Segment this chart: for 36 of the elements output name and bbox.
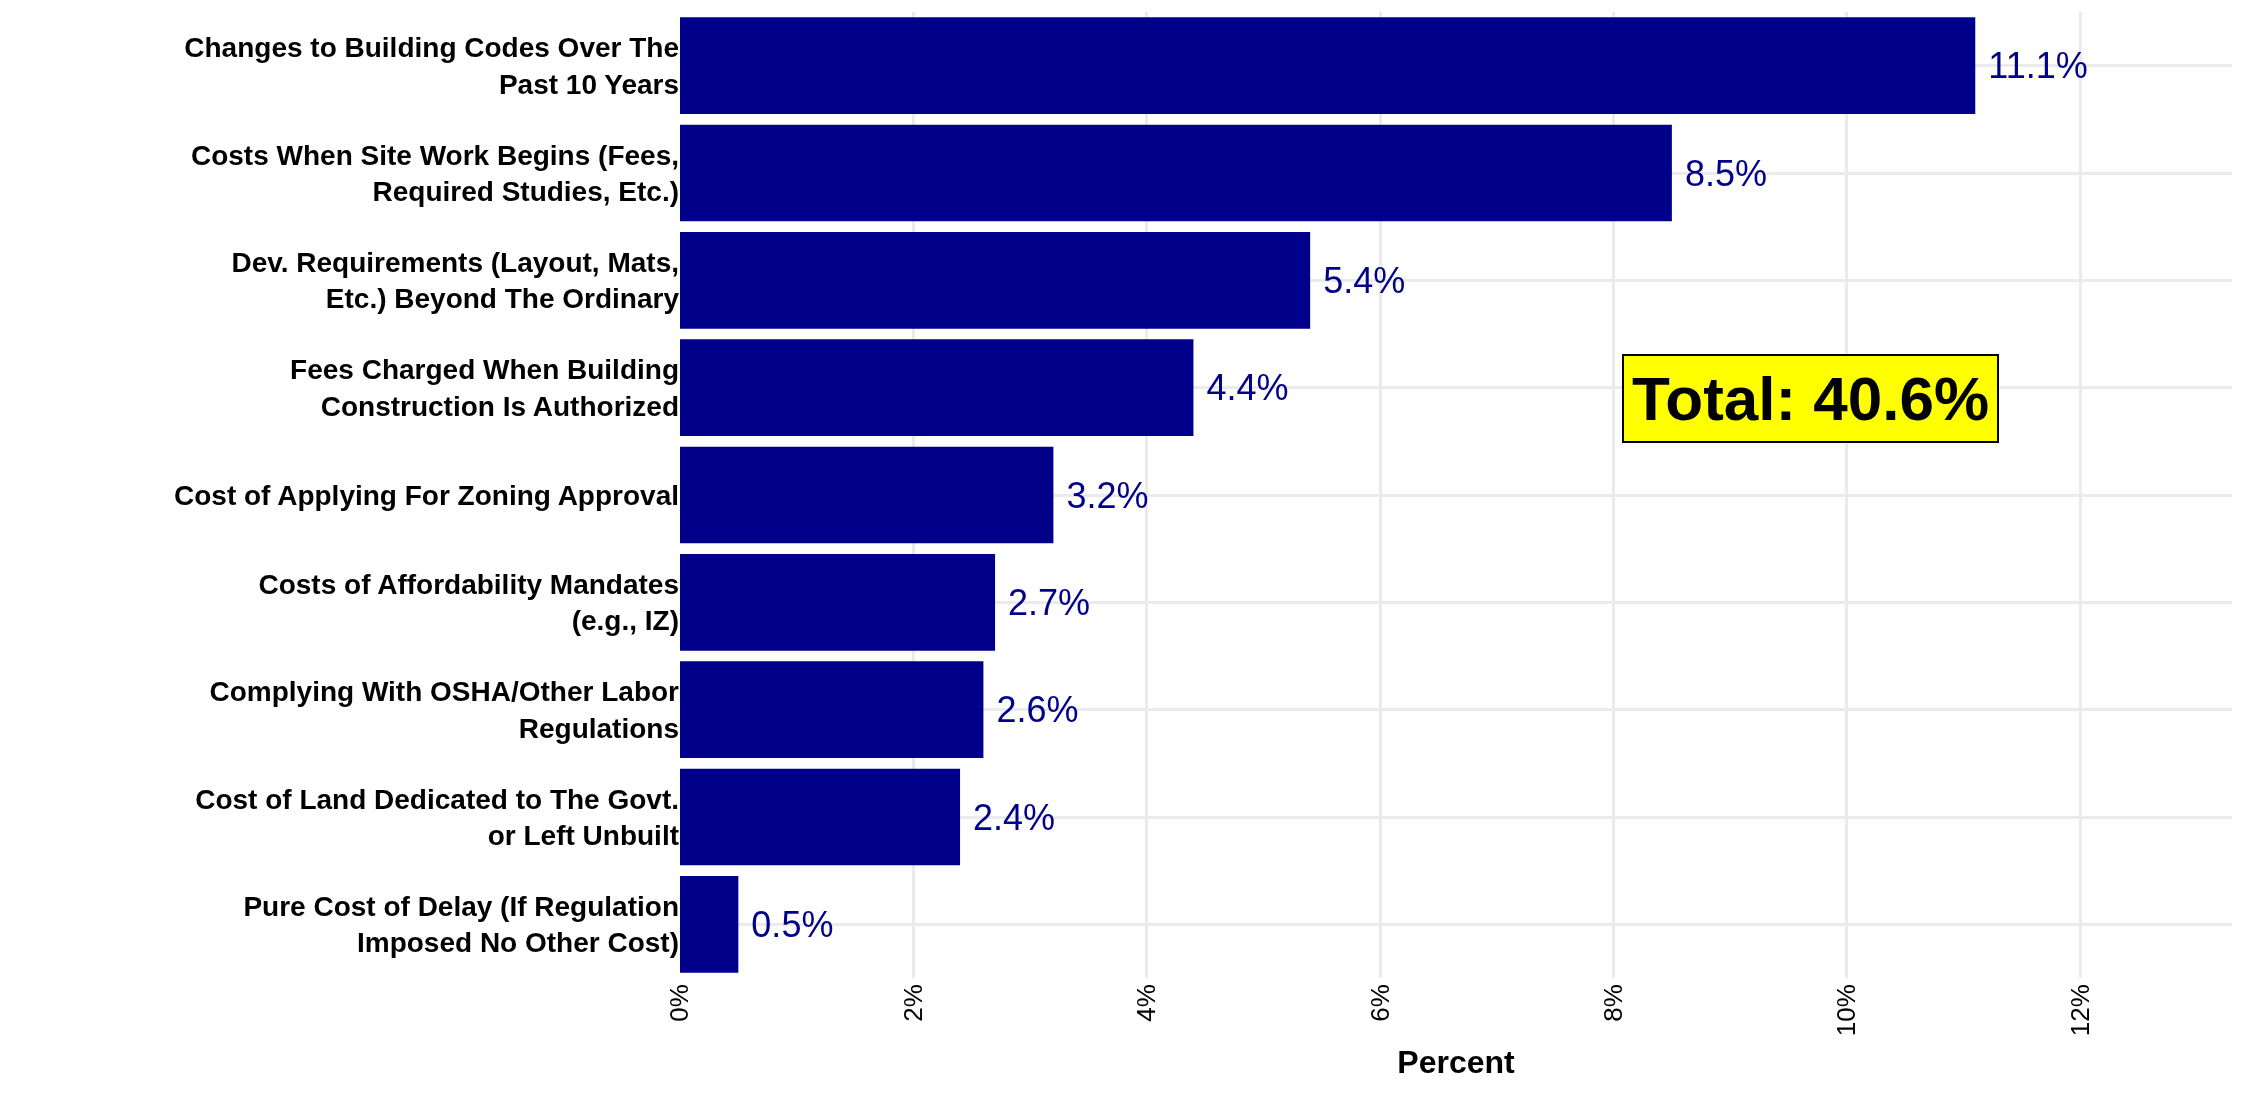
x-tick-label: 4%: [1131, 984, 1162, 1022]
y-tick-label: Changes to Building Codes Over The Past 10 Years: [184, 32, 679, 100]
x-tick-label: 8%: [1597, 984, 1628, 1022]
data-label: 11.1%: [1978, 45, 2088, 87]
data-label: 8.5%: [1674, 152, 1767, 194]
data-label: 4.4%: [1196, 367, 1289, 409]
data-label: 0.5%: [741, 903, 834, 945]
y-tick-label: Dev. Requirements (Layout, Mats, Etc.) Beyond The Ordinary: [231, 246, 680, 315]
x-tick-label: 12%: [2064, 984, 2095, 1037]
y-tick-label: Cost of Land Dedicated to The Govt. or Left Unbuilt: [195, 783, 679, 851]
bar: [680, 876, 739, 973]
bar: [680, 339, 1194, 436]
x-axis-title: Percent: [1397, 1044, 1516, 1081]
y-tick-label: Costs of Affordability Mandates (e.g., IZ): [258, 568, 679, 637]
bar: [680, 124, 1672, 222]
bar: [680, 232, 1311, 329]
data-label: 2.6%: [986, 689, 1079, 731]
y-tick-label: Costs When Site Work Begins (Fees, Required Studies, Etc.): [190, 139, 679, 207]
y-tick-label: Cost of Applying For Zoning Approval: [174, 479, 679, 511]
bar: [680, 554, 996, 651]
x-tick-label: 2%: [897, 984, 928, 1022]
bar: [680, 446, 1054, 544]
bar: [680, 768, 961, 866]
y-tick-label: Fees Charged When Building Construction Is Authorized: [290, 354, 679, 422]
data-label: 3.2%: [1056, 474, 1149, 516]
bar: [680, 17, 1976, 114]
x-tick-label: 0%: [664, 984, 695, 1022]
y-tick-label: Pure Cost of Delay (If Regulation Imposed No Other Cost): [243, 890, 679, 959]
x-tick-label: 10%: [1831, 984, 1862, 1037]
y-tick-label: Complying With OSHA/Other Labor Regulations: [209, 676, 680, 744]
bar: [680, 661, 984, 758]
data-label: 5.4%: [1313, 259, 1406, 301]
x-tick-label: 6%: [1364, 984, 1395, 1022]
data-label: 2.4%: [963, 796, 1056, 838]
annotation: Total: 40.6%: [1632, 364, 1990, 433]
data-label: 2.7%: [998, 581, 1091, 623]
